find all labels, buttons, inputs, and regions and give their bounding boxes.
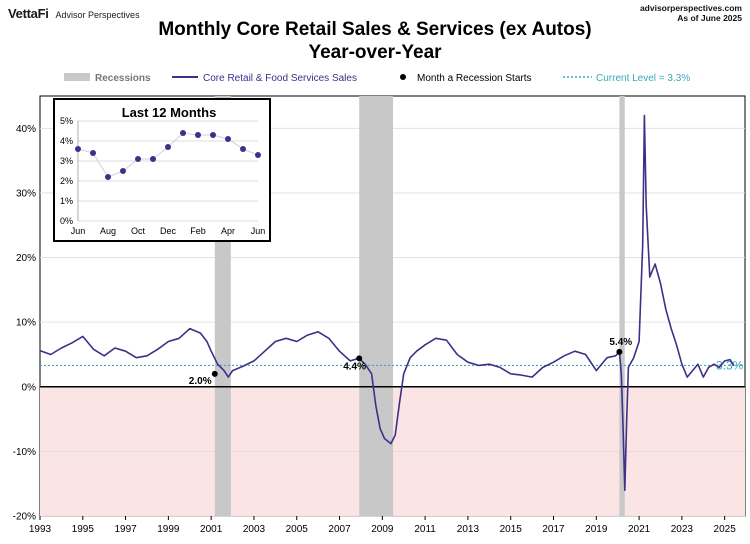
- x-tick-label: 2017: [542, 524, 565, 535]
- x-tick-label: 2009: [371, 524, 394, 535]
- as-of-date: As of June 2025: [677, 13, 742, 23]
- x-tick-label: 2005: [286, 524, 309, 535]
- recession-start-label: 5.4%: [609, 337, 632, 348]
- x-tick-label: 1997: [114, 524, 137, 535]
- inset-y-tick-label: 3%: [60, 156, 73, 166]
- inset-data-point: [75, 146, 81, 152]
- legend-recession-label: Recessions: [95, 73, 151, 84]
- y-tick-label: 10%: [16, 318, 36, 329]
- x-tick-label: 1999: [157, 524, 180, 535]
- x-tick-label: 2001: [200, 524, 223, 535]
- inset-data-point: [105, 174, 111, 180]
- inset-x-tick-label: Jun: [251, 226, 266, 236]
- x-tick-label: 2023: [671, 524, 694, 535]
- inset-data-point: [150, 156, 156, 162]
- recession-start-marker: [356, 355, 363, 362]
- y-tick-label: 30%: [16, 188, 36, 199]
- y-tick-label: 20%: [16, 253, 36, 264]
- recession-band: [359, 96, 394, 516]
- inset-data-point: [90, 150, 96, 156]
- x-tick-label: 1993: [29, 524, 52, 535]
- main-plot: 3.3%2.0%4.4%5.4%-20%-10%0%10%20%30%40%19…: [13, 96, 745, 535]
- inset-y-tick-label: 4%: [60, 136, 73, 146]
- brand: VettaFi Advisor Perspectives: [8, 6, 140, 21]
- inset-data-point: [135, 156, 141, 162]
- inset-x-tick-label: Aug: [100, 226, 116, 236]
- inset-x-tick-label: Dec: [160, 226, 177, 236]
- recession-start-marker: [616, 348, 623, 355]
- inset-data-point: [240, 146, 246, 152]
- legend-recession-start-marker: [400, 74, 406, 80]
- inset-data-point: [120, 168, 126, 174]
- inset-data-point: [225, 136, 231, 142]
- source-info: advisorperspectives.com As of June 2025: [640, 3, 742, 23]
- recession-start-marker: [211, 370, 218, 377]
- inset-title: Last 12 Months: [122, 105, 217, 120]
- series-line: [39, 114, 735, 491]
- chart-title: Monthly Core Retail Sales & Services (ex…: [158, 19, 592, 40]
- inset-frame: [53, 98, 271, 242]
- legend-recession-start-label: Month a Recession Starts: [417, 73, 532, 84]
- inset-data-point: [210, 132, 216, 138]
- x-tick-label: 2013: [457, 524, 480, 535]
- y-tick-label: 40%: [16, 124, 36, 135]
- site-url[interactable]: advisorperspectives.com: [639, 3, 742, 13]
- legend-series-label: Core Retail & Food Services Sales: [203, 73, 357, 84]
- recession-start-label: 4.4%: [343, 361, 366, 372]
- inset-x-tick-label: Oct: [131, 226, 146, 236]
- inset-chart: Last 12 Months 0% 1% 2% 3% 4% 5% Jun Aug Oct Dec Fe…: [53, 98, 271, 242]
- y-tick-label: -10%: [13, 447, 36, 458]
- inset-x-tick-label: Apr: [221, 226, 235, 236]
- inset-y-tick-label: 2%: [60, 176, 73, 186]
- y-tick-label: 0%: [22, 382, 37, 393]
- legend: Recessions Core Retail & Food Services S…: [64, 73, 690, 84]
- x-tick-label: 2015: [500, 524, 523, 535]
- inset-y-tick-label: 0%: [60, 216, 73, 226]
- inset-x-tick-label: Feb: [190, 226, 206, 236]
- x-tick-label: 2007: [328, 524, 351, 535]
- x-tick-label: 2019: [585, 524, 608, 535]
- legend-current-label: Current Level = 3.3%: [596, 73, 690, 84]
- y-tick-label: -20%: [13, 512, 36, 523]
- recession-start-label: 2.0%: [189, 376, 212, 387]
- inset-data-point: [180, 130, 186, 136]
- inset-data-point: [195, 132, 201, 138]
- x-tick-label: 2003: [243, 524, 266, 535]
- brand-subtitle: Advisor Perspectives: [55, 10, 140, 20]
- recession-band: [619, 96, 625, 516]
- inset-data-point: [165, 144, 171, 150]
- x-tick-label: 1995: [72, 524, 95, 535]
- legend-recession-swatch: [64, 73, 90, 81]
- x-tick-label: 2011: [414, 524, 436, 535]
- x-tick-label: 2021: [628, 524, 651, 535]
- inset-x-tick-label: Jun: [71, 226, 86, 236]
- brand-logo: VettaFi: [8, 6, 49, 21]
- chart-subtitle: Year-over-Year: [308, 42, 442, 63]
- x-tick-label: 2025: [714, 524, 737, 535]
- inset-y-tick-label: 1%: [60, 196, 73, 206]
- inset-data-point: [255, 152, 261, 158]
- inset-y-tick-label: 5%: [60, 116, 73, 126]
